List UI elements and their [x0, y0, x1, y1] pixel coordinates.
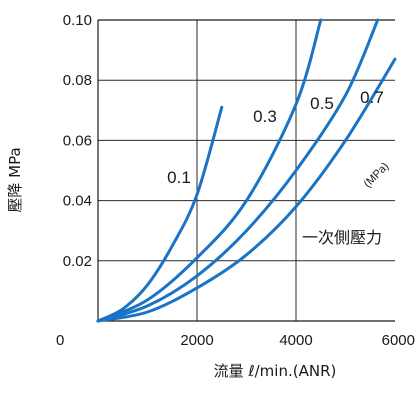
y-axis-title: 壓降 MPa: [6, 147, 24, 212]
y-tick-label: 0.02: [63, 253, 92, 270]
x-tick-label: 4000: [279, 332, 312, 349]
x-tick-label: 2000: [180, 332, 213, 349]
x-axis-title: 流量 ℓ/min.(ANR): [214, 362, 337, 380]
series-layer: [96, 18, 397, 323]
series-label-0-1: 0.1: [167, 168, 191, 187]
axes-layer: [97, 19, 395, 322]
x-tick-label: 0: [56, 332, 64, 349]
x-tick-label: 6000: [382, 332, 415, 349]
series-label-0-7: 0.7: [360, 88, 384, 107]
y-tick-label: 0.06: [63, 132, 92, 149]
y-tick-label: 0.08: [63, 72, 92, 89]
series-line-0-1: [96, 105, 224, 323]
pressure-unit-label: (MPa): [362, 160, 392, 190]
primary-pressure-label: 一次側壓力: [302, 228, 382, 247]
series-label-0-5: 0.5: [310, 94, 334, 113]
series-line-0-3: [96, 18, 323, 323]
y-tick-label: 0.04: [63, 193, 92, 210]
series-label-0-3: 0.3: [253, 107, 277, 126]
grid-layer: [98, 20, 395, 321]
series-line-0-7: [96, 57, 397, 323]
y-tick-label: 0.10: [63, 12, 92, 29]
series-line-0-5: [96, 18, 380, 323]
labels-layer: 壓降 MPa 流量 ℓ/min.(ANR) (MPa) 一次側壓力 0.02 0.…: [6, 12, 415, 380]
